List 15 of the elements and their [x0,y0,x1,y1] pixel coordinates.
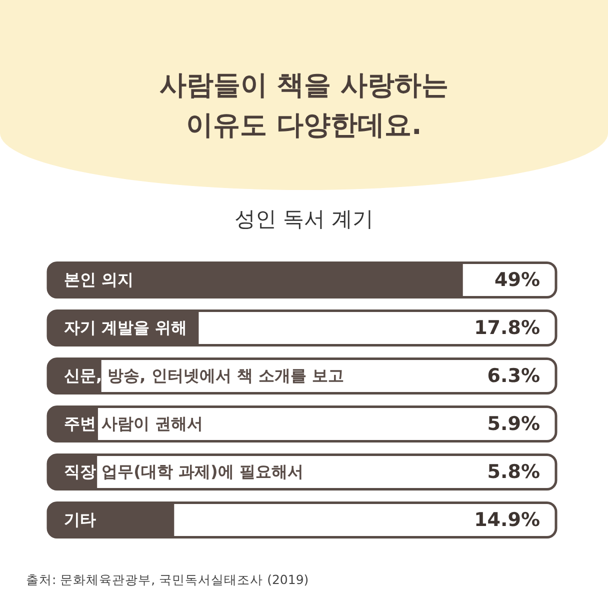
y-tick-label: 직장 업무(대학 과제)에 필요해서 [64,462,304,482]
y-tick-label: 신문, 방송, 인터넷에서 책 소개를 보고 [64,366,344,386]
chart-title: 사람들이 책을 사랑하는 이유도 다양한데요. [158,69,450,143]
source-note: 출처: 문화체육관광부, 국민독서실태조사 (2019) [26,572,309,589]
y-tick-label: 자기 계발을 위해 [64,318,188,338]
y-tick-label: 주변 사람이 권해서 [64,414,204,434]
data-label: 6.3% [487,364,540,387]
y-tick-label: 기타 [64,510,96,530]
data-label: 17.8% [474,316,540,339]
y-tick-label: 본인 의지 [64,270,134,290]
data-label: 5.9% [487,412,540,435]
data-label: 49% [494,268,540,291]
data-label: 14.9% [474,508,540,531]
data-label: 5.8% [487,460,540,483]
chart-subtitle: 성인 독서 계기 [233,206,375,233]
